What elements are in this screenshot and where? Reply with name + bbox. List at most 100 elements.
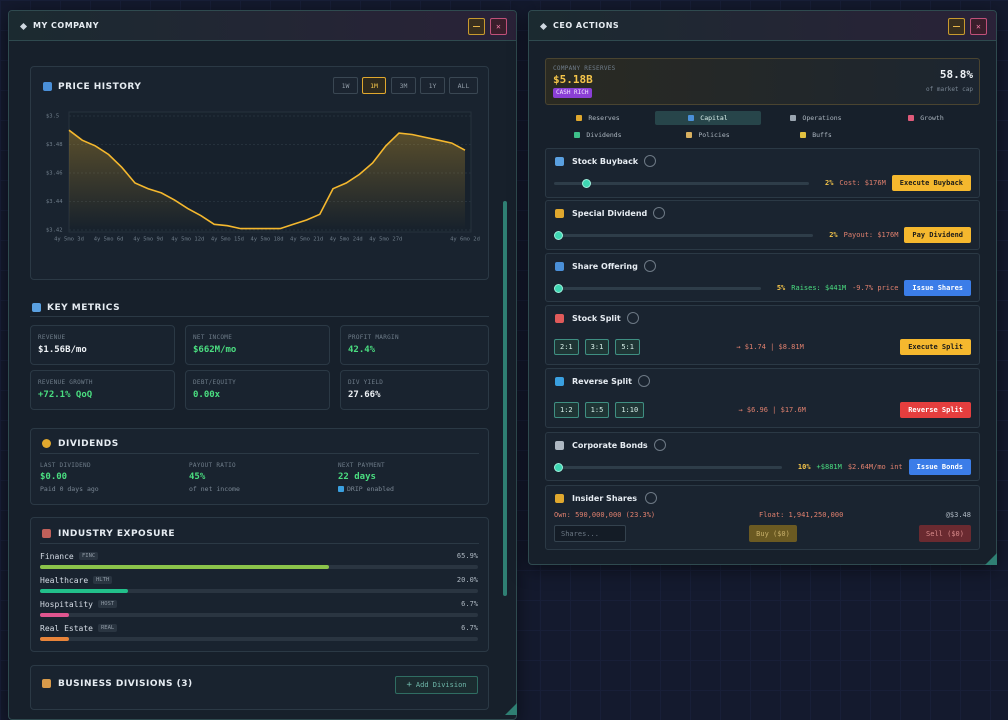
tab-label: Policies [698, 131, 730, 139]
range-button[interactable]: 1M [362, 77, 386, 94]
range-button[interactable]: 1Y [420, 77, 445, 94]
range-button[interactable]: 1W [333, 77, 358, 94]
close-button[interactable]: ✕ [970, 18, 987, 35]
industry-bar [40, 589, 128, 593]
tab-label: Capital [700, 114, 728, 122]
price-chart: $3.5 $3.48 $3.46 $3.44 $3.42 4y 5mo 3d 4y 5mo … [46, 111, 480, 243]
tab[interactable]: Capital [655, 111, 761, 125]
tab-label: Operations [802, 114, 842, 122]
ratio-option[interactable]: 3:1 [584, 339, 610, 355]
minimize-button[interactable] [948, 18, 965, 35]
y-tick-label: $3.44 [46, 199, 63, 205]
minimize-button[interactable] [468, 18, 485, 35]
reserves-label: COMPANY RESERVES [553, 65, 616, 72]
action-button[interactable]: Pay Dividend [904, 227, 971, 243]
dividend-label: LAST DIVIDEND [40, 462, 91, 469]
slider-track[interactable] [554, 230, 814, 240]
range-button[interactable]: 3M [391, 77, 416, 94]
tab[interactable]: Reserves [545, 111, 651, 125]
shares-input[interactable]: Shares... [554, 525, 626, 542]
slider-track[interactable] [554, 283, 761, 293]
title-bar [9, 11, 516, 41]
close-button[interactable]: ✕ [490, 18, 507, 35]
metrics-icon [32, 303, 41, 312]
industry-percent: 6.7% [461, 600, 478, 608]
industry-name: Finance [40, 552, 74, 561]
industry-name: Hospitality [40, 600, 93, 609]
ratio-option[interactable]: 1:10 [615, 402, 645, 418]
ratio-option[interactable]: 1:5 [584, 402, 610, 418]
float-text: Float: 1,941,250,000 [759, 511, 844, 519]
tab[interactable]: Growth [873, 111, 979, 125]
metric-card [185, 325, 330, 365]
industry-code: REAL [98, 624, 118, 632]
action-button[interactable]: Execute Buyback [891, 175, 971, 191]
industry-bar [40, 613, 70, 617]
industry-percent: 65.9% [456, 552, 478, 560]
buy-button[interactable]: Buy ($0) [749, 525, 797, 542]
ratio-option[interactable]: 1:2 [554, 402, 579, 418]
slider-track[interactable] [554, 462, 782, 472]
industry-percent: 6.7% [461, 624, 478, 632]
slider-track[interactable] [554, 178, 809, 188]
resize-handle[interactable] [985, 553, 997, 565]
info-icon[interactable] [645, 492, 657, 504]
section-icon [555, 377, 564, 386]
industry-name: Healthcare [40, 576, 89, 585]
tab[interactable]: Dividends [545, 128, 651, 142]
action-button[interactable]: Issue Shares [904, 280, 971, 296]
metric-value: $1.56B/mo [38, 345, 87, 355]
tab-label: Reserves [588, 114, 620, 122]
action-button[interactable]: Issue Bonds [908, 459, 971, 475]
section-title: Reverse Split [572, 377, 632, 386]
tab-icon [576, 115, 583, 121]
info-icon[interactable] [644, 260, 656, 272]
scrollbar[interactable] [503, 201, 507, 596]
action-button[interactable]: Execute Split [900, 339, 972, 355]
slider-knob[interactable] [582, 178, 591, 188]
x-tick-label: 4y 5mo 6d [94, 237, 124, 243]
tab[interactable]: Policies [655, 128, 761, 142]
industry-track [40, 613, 478, 617]
section-title: BUSINESS DIVISIONS (3) [58, 679, 193, 689]
info-icon[interactable] [653, 207, 665, 219]
metric-card [30, 370, 175, 410]
resize-handle[interactable] [505, 703, 517, 715]
metric-card [185, 370, 330, 410]
action-detail: → $1.74 | $8.81M [736, 343, 804, 351]
metric-label: NET INCOME [193, 334, 233, 341]
x-tick-label: 4y 5mo 24d [330, 237, 363, 243]
info-icon[interactable] [654, 439, 666, 451]
industry-track [40, 589, 478, 593]
info-icon[interactable] [638, 375, 650, 387]
slider-knob[interactable] [554, 230, 563, 240]
section-icon [555, 441, 564, 450]
metric-label: REVENUE GROWTH [38, 379, 93, 386]
info-icon[interactable] [627, 312, 639, 324]
slider-knob[interactable] [554, 283, 563, 293]
tab[interactable]: Operations [763, 111, 869, 125]
metric-card [340, 325, 489, 365]
info-icon[interactable] [644, 155, 656, 167]
dividend-label: NEXT PAYMENT [338, 462, 385, 469]
industry-code: FINC [79, 552, 99, 560]
action-button[interactable]: Reverse Split [900, 402, 971, 418]
y-tick-label: $3.48 [46, 142, 63, 148]
slider-knob[interactable] [554, 462, 563, 472]
chart-title: PRICE HISTORY [58, 82, 142, 92]
ratio-option[interactable]: 2:1 [554, 339, 579, 355]
control-row: 5% Raises: $441M -9.7% price Issue Shares [554, 280, 971, 296]
slider-percent: 10% [797, 463, 811, 471]
ratio-option[interactable]: 5:1 [615, 339, 640, 355]
industry-code: HLTH [93, 576, 113, 584]
section-icon [555, 494, 564, 503]
sell-button[interactable]: Sell ($0) [919, 525, 971, 542]
add-division-button[interactable]: + Add Division [395, 676, 478, 694]
x-tick-label: 4y 6mo 2d [450, 237, 480, 243]
tab-label: Buffs [812, 131, 832, 139]
action-detail: -9.7% price [852, 284, 899, 292]
tab[interactable]: Buffs [763, 128, 869, 142]
metric-card [340, 370, 489, 410]
range-button[interactable]: ALL [449, 77, 478, 94]
dividend-value: 22 days [338, 472, 376, 482]
